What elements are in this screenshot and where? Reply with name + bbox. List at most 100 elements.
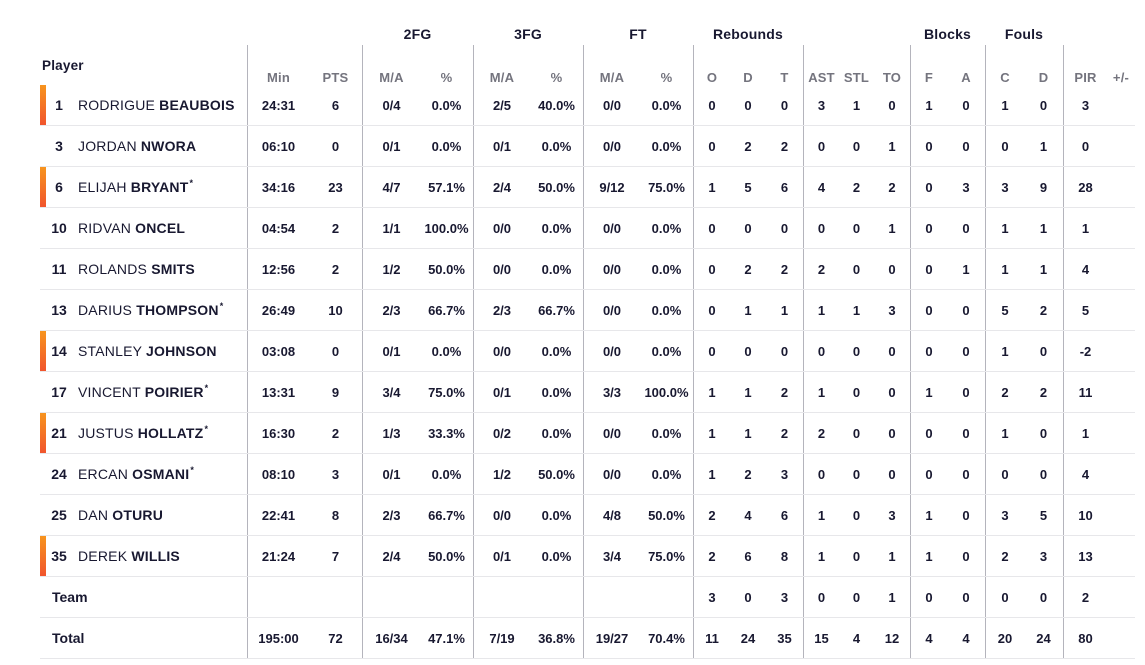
stat-reb-o: 0 — [693, 290, 730, 330]
player-first-name: DAN — [78, 507, 113, 523]
stat-ast: 15 — [803, 618, 839, 658]
stat-ft-ma: 0/0 — [583, 454, 640, 494]
player-name[interactable]: JUSTUS HOLLATZ* — [78, 425, 208, 441]
player-cell: 3 JORDAN NWORA — [40, 126, 247, 166]
stat-reb-d: 2 — [744, 261, 752, 277]
player-row: 25 DAN OTURU 22:41 8 2/3 66.7% 0/0 0.0% 4/8 50.0%… — [40, 495, 1135, 536]
player-row: 3 JORDAN NWORA 06:10 0 0/1 0.0% 0/1 0.0% 0/0 0.0%… — [40, 126, 1135, 167]
stat-plus-minus — [1107, 249, 1135, 289]
stat-pts: 9 — [331, 384, 340, 400]
column-header-plus-minus: +/- — [1112, 70, 1130, 85]
stat-to: 0 — [888, 97, 896, 113]
stat-foul-c: 20 — [985, 618, 1024, 658]
player-first-name: DARIUS — [78, 302, 137, 318]
stat-2fg-pct: 47.1% — [428, 630, 465, 646]
stat-foul-d: 2 — [1039, 384, 1048, 400]
column-header-2fg-pct: % — [440, 70, 453, 85]
player-last-name: POIRIER — [144, 384, 204, 400]
stat-blk-a: 0 — [962, 343, 970, 359]
column-header-player: Player — [42, 57, 84, 73]
stat-2fg-pct: 66.7% — [428, 507, 465, 523]
player-name[interactable]: RODRIGUE BEAUBOIS — [78, 97, 235, 113]
player-name[interactable]: VINCENT POIRIER* — [78, 384, 208, 400]
stat-foul-c: 1 — [985, 85, 1024, 125]
player-last-name: OTURU — [112, 507, 164, 523]
starter-mark: * — [190, 465, 195, 476]
stat-blk-f: 0 — [910, 454, 947, 494]
player-cell: 6 ELIJAH BRYANT* — [40, 167, 247, 207]
stat-ft-pct: 0.0% — [651, 466, 682, 482]
stat-2fg-ma: 0/1 — [362, 331, 420, 371]
stat-2fg-ma: 1/1 — [362, 208, 420, 248]
stat-ft-pct: 75.0% — [648, 179, 685, 195]
player-row: 6 ELIJAH BRYANT* 34:16 23 4/7 57.1% 2/4 50.0% 9/… — [40, 167, 1135, 208]
player-name[interactable]: ROLANDS SMITS — [78, 261, 195, 277]
stat-ft-pct: 0.0% — [651, 302, 682, 318]
stat-reb-d: 0 — [744, 343, 752, 359]
team-row: Team 3 0 3 0 0 1 0 0 0 0 2 — [40, 577, 1135, 618]
stat-pir: 4 — [1063, 249, 1107, 289]
stat-ft-ma: 0/0 — [583, 290, 640, 330]
stat-blk-f: 0 — [910, 126, 947, 166]
stat-pir: 2 — [1063, 577, 1107, 617]
stat-foul-c: 5 — [985, 290, 1024, 330]
player-name[interactable]: JORDAN NWORA — [78, 138, 196, 154]
stat-2fg-ma: 2/4 — [362, 536, 420, 576]
stat-reb-t: 8 — [780, 548, 789, 564]
stat-blk-a: 0 — [962, 220, 970, 236]
stat-3fg-ma: 7/19 — [473, 618, 530, 658]
stat-3fg-pct: 0.0% — [541, 507, 572, 523]
stat-2fg-ma: 16/34 — [362, 618, 420, 658]
column-header-row: Player Min PTS M/A % M/A % M/A % O D T A… — [40, 45, 1135, 93]
stat-stl: 0 — [852, 343, 861, 359]
stat-3fg-ma: 0/0 — [473, 495, 530, 535]
column-header-to: TO — [882, 70, 902, 85]
player-name[interactable]: ELIJAH BRYANT* — [78, 179, 193, 195]
player-row: 24 ERCAN OSMANI* 08:10 3 0/1 0.0% 1/2 50.0% 0/0 0… — [40, 454, 1135, 495]
player-name[interactable]: STANLEY JOHNSON — [78, 343, 217, 359]
stat-pir: 28 — [1063, 167, 1107, 207]
stat-ft-ma: 3/4 — [583, 536, 640, 576]
column-header-3fg-ma: M/A — [473, 45, 530, 93]
starter-mark: * — [204, 383, 209, 394]
stat-blk-a: 0 — [962, 548, 970, 564]
stat-blk-f: 0 — [910, 331, 947, 371]
player-name[interactable]: DEREK WILLIS — [78, 548, 180, 564]
stat-to: 2 — [888, 179, 896, 195]
group-header-row: 2FG 3FG FT Rebounds Blocks Fouls — [40, 18, 1135, 45]
stat-3fg-pct — [530, 577, 583, 617]
stat-plus-minus — [1107, 372, 1135, 412]
table-body: 1 RODRIGUE BEAUBOIS 24:31 6 0/4 0.0% 2/5 40.0% 0… — [40, 85, 1135, 659]
player-cell: 1 RODRIGUE BEAUBOIS — [40, 85, 247, 125]
stat-ft-pct: 100.0% — [644, 384, 689, 400]
stat-ft-ma: 0/0 — [583, 331, 640, 371]
jersey-number: 14 — [51, 343, 67, 359]
column-header-ft-pct: % — [660, 70, 673, 85]
stat-pts: 0 — [331, 138, 340, 154]
stat-blk-a: 0 — [962, 384, 970, 400]
player-name[interactable]: ERCAN OSMANI* — [78, 466, 194, 482]
stat-blk-f: 0 — [910, 577, 947, 617]
stat-foul-d: 1 — [1039, 261, 1048, 277]
stat-reb-o: 0 — [693, 331, 730, 371]
stat-to: 0 — [888, 343, 896, 359]
stat-2fg-pct: 0.0% — [431, 97, 462, 113]
stat-3fg-pct: 40.0% — [538, 97, 575, 113]
stat-min: 26:49 — [247, 290, 309, 330]
player-name[interactable]: RIDVAN ONCEL — [78, 220, 185, 236]
stat-3fg-ma: 1/2 — [473, 454, 530, 494]
stat-reb-o: 1 — [693, 372, 730, 412]
player-last-name: NWORA — [140, 138, 197, 154]
player-cell: 17 VINCENT POIRIER* — [40, 372, 247, 412]
player-name[interactable]: DARIUS THOMPSON* — [78, 302, 223, 318]
stat-reb-d: 2 — [744, 138, 752, 154]
stat-ast: 1 — [803, 372, 839, 412]
player-cell: 25 DAN OTURU — [40, 495, 247, 535]
player-name[interactable]: DAN OTURU — [78, 507, 163, 523]
stat-reb-o: 0 — [693, 249, 730, 289]
stat-3fg-ma: 0/2 — [473, 413, 530, 453]
stat-3fg-ma: 0/0 — [473, 331, 530, 371]
column-header-foul-c: C — [985, 45, 1024, 93]
jersey-number: 10 — [51, 220, 67, 236]
stat-2fg-ma: 0/1 — [362, 454, 420, 494]
